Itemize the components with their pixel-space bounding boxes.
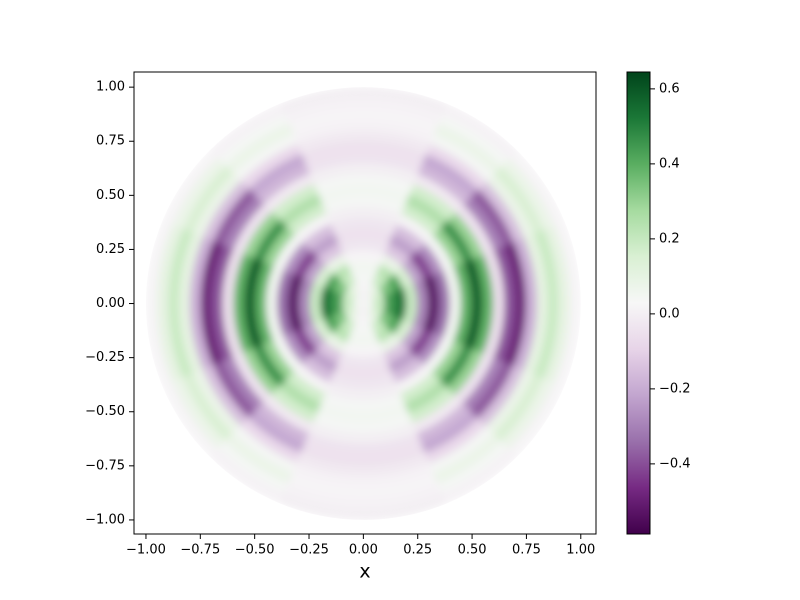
colorbar-tick-label: 0.4: [659, 156, 680, 171]
y-tick-label: −0.75: [85, 458, 125, 473]
colorbar-tick-label: −0.4: [659, 456, 691, 471]
x-tick-label: −1.00: [126, 543, 166, 558]
cell: [553, 303, 581, 388]
y-tick-label: 0.50: [96, 188, 125, 203]
colorbar-tick-label: 0.0: [659, 306, 680, 321]
x-tick-label: −0.50: [235, 543, 275, 558]
colorbar: [627, 72, 650, 534]
x-tick-label: 0.25: [403, 543, 432, 558]
x-tick-label: 0.75: [512, 543, 541, 558]
y-tick-label: −1.00: [85, 512, 125, 527]
axes: −1.00 −0.75 −0.50 −0.25 0.00 0.25 0.50 0.75 1.00…: [85, 80, 690, 558]
colorbar-tick-label: 0.6: [659, 81, 680, 96]
cells: [145, 87, 581, 520]
x-tick-label: 0.00: [349, 543, 378, 558]
y-tick-label: 1.00: [96, 80, 125, 95]
y-tick-label: 0.00: [96, 296, 125, 311]
y-tick-label: −0.50: [85, 404, 125, 419]
plot-frame: [133, 71, 597, 535]
y-tick-label: −0.25: [85, 350, 125, 365]
x-tick-label: 1.00: [566, 543, 595, 558]
x-tick-label: −0.25: [289, 543, 329, 558]
y-tick-label: 0.75: [96, 134, 125, 149]
x-tick-label: 0.50: [458, 543, 487, 558]
x-tick-label: −0.75: [180, 543, 220, 558]
colorbar-tick-label: 0.2: [659, 231, 680, 246]
colorbar-tick-label: −0.2: [659, 381, 691, 396]
y-tick-label: 0.25: [96, 242, 125, 257]
colorbar-frame: [626, 71, 651, 535]
field: [145, 87, 581, 520]
x-axis-label: x: [359, 561, 370, 583]
